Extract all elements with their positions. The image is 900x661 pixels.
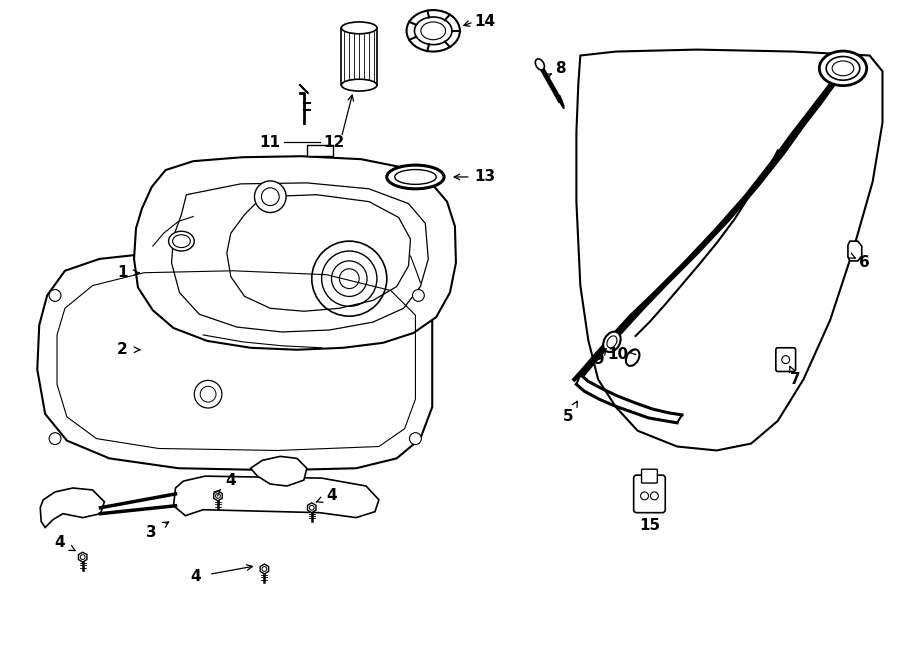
Ellipse shape [819,51,867,86]
Circle shape [50,290,61,301]
Polygon shape [848,241,861,261]
Polygon shape [40,488,104,527]
Circle shape [194,380,222,408]
Ellipse shape [421,22,446,40]
FancyBboxPatch shape [634,475,665,513]
Circle shape [651,492,658,500]
Polygon shape [134,156,456,350]
FancyBboxPatch shape [776,348,796,371]
Ellipse shape [387,165,444,189]
FancyBboxPatch shape [642,469,657,483]
Text: 4: 4 [190,569,201,584]
Polygon shape [174,476,379,518]
Circle shape [410,433,421,445]
Polygon shape [78,552,87,562]
Text: 9: 9 [593,352,603,367]
Polygon shape [576,50,883,450]
Text: 4: 4 [326,488,337,504]
Polygon shape [260,564,268,574]
Circle shape [50,433,61,445]
Polygon shape [213,491,222,501]
Text: 7: 7 [790,372,801,387]
Polygon shape [308,503,316,513]
Ellipse shape [395,170,436,184]
Ellipse shape [407,10,460,52]
Text: 15: 15 [639,518,660,533]
Ellipse shape [341,22,377,34]
Text: 10: 10 [608,347,628,362]
Ellipse shape [536,59,544,70]
Circle shape [782,356,789,364]
Text: 5: 5 [563,409,574,424]
Polygon shape [250,456,307,486]
Polygon shape [37,253,432,470]
Text: 2: 2 [117,342,128,357]
Ellipse shape [341,79,377,91]
Ellipse shape [826,56,860,80]
Text: 4: 4 [55,535,66,550]
Text: 3: 3 [147,525,158,540]
Text: 13: 13 [474,169,495,184]
Text: 6: 6 [860,255,870,270]
Ellipse shape [415,17,452,45]
Circle shape [255,181,286,212]
Ellipse shape [626,350,640,366]
Ellipse shape [603,332,621,352]
Text: 11: 11 [260,135,281,150]
Text: 1: 1 [117,265,128,280]
Polygon shape [307,145,334,156]
Circle shape [641,492,649,500]
Text: 14: 14 [474,15,496,30]
Ellipse shape [832,61,854,76]
Ellipse shape [168,231,194,251]
Text: 8: 8 [555,61,566,76]
Text: 12: 12 [324,135,345,150]
Text: 4: 4 [226,473,236,488]
Polygon shape [341,28,377,85]
Circle shape [412,290,424,301]
